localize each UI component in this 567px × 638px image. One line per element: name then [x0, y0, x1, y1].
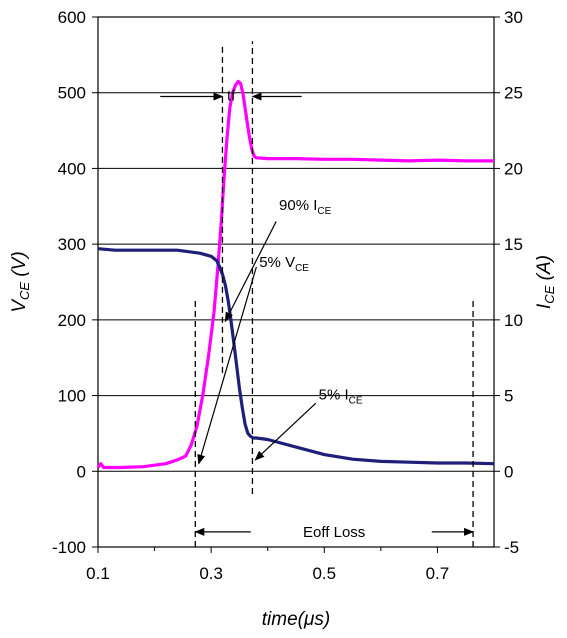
y-left-tick-label: 300 — [58, 235, 86, 254]
y-right-tick-label: 30 — [504, 8, 523, 27]
plot-area-frame — [97, 16, 495, 548]
y-right-tick-label: 25 — [504, 84, 523, 103]
eoff-label-background — [284, 519, 385, 544]
x-axis-title: time(μs) — [262, 609, 330, 630]
y-right-tick-label: 0 — [504, 462, 513, 481]
tf-label: tf — [227, 87, 236, 104]
series-layer — [96, 79, 495, 470]
y-right-tick-label: 20 — [504, 159, 523, 178]
y-axis-right-title-sub: CE — [542, 285, 557, 303]
x-tick-label: 0.1 — [86, 564, 110, 583]
i90-label: 90% ICE — [279, 197, 332, 217]
annotation-arrow — [224, 221, 277, 323]
annotation-arrow — [197, 266, 257, 465]
x-tick-label: 0.5 — [312, 564, 336, 583]
y-left-tick-label: 400 — [58, 159, 86, 178]
series-line-ice — [97, 247, 495, 466]
annotation-arrow — [254, 402, 317, 461]
v5-label-sub: CE — [295, 263, 309, 274]
y-axis-left-title-main: V — [9, 298, 30, 313]
y-left-tick-label: 0 — [77, 462, 86, 481]
y-left-tick-label: 500 — [58, 84, 86, 103]
y-left-tick-label: -100 — [52, 538, 86, 557]
i90-label-main: 90% I — [279, 197, 317, 214]
axis-ticks: -100 0 100 200 300 400 500 600 -5 0 5 10 15 20 25 30 0.1… — [52, 8, 523, 583]
y-axis-left-title-sub: CE — [17, 282, 32, 300]
y-axis-left-title: VCE (V) — [9, 251, 32, 312]
y-left-tick-label: 200 — [58, 311, 86, 330]
v5-label-main: 5% V — [259, 254, 295, 271]
y-left-tick-label: 600 — [58, 8, 86, 27]
y-axis-right-title: ICE (A) — [534, 255, 557, 309]
x-tick-label: 0.7 — [426, 564, 450, 583]
series-line-vce — [96, 79, 494, 470]
i5-label-main: 5% I — [319, 386, 349, 403]
y-axis-left-title-unit: (V) — [9, 251, 30, 282]
y-right-tick-label: 5 — [504, 387, 513, 406]
eoff-loss-label: Eoff Loss — [303, 524, 365, 541]
y-right-tick-label: -5 — [504, 538, 519, 557]
y-right-tick-label: 15 — [504, 235, 523, 254]
y-left-tick-label: 100 — [58, 387, 86, 406]
i90-label-sub: CE — [317, 206, 331, 217]
x-tick-label: 0.3 — [199, 564, 223, 583]
y-axis-right-title-unit: (A) — [534, 255, 555, 286]
y-right-tick-label: 10 — [504, 311, 523, 330]
i5-label-sub: CE — [349, 395, 363, 406]
i5-label: 5% ICE — [319, 386, 363, 406]
v5-label: 5% VCE — [259, 254, 309, 274]
grid-lines — [98, 16, 494, 548]
annotation-markers — [160, 41, 475, 547]
y-axis-right-title-main: I — [534, 303, 555, 309]
